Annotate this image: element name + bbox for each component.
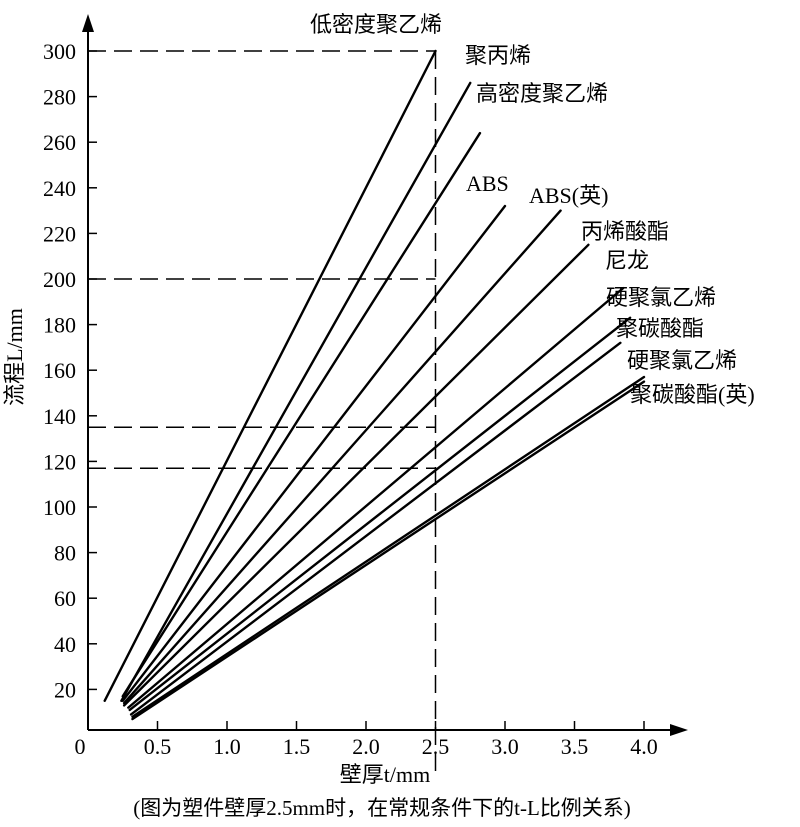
axes <box>82 14 688 736</box>
y-tick-label: 60 <box>54 586 76 611</box>
reference-lines <box>88 50 437 775</box>
series-label: 硬聚氯乙烯 <box>627 348 737 373</box>
y-tick-label: 280 <box>43 85 76 110</box>
x-tick-label: 3.5 <box>561 734 589 759</box>
y-tick-label: 120 <box>43 449 76 474</box>
series-line <box>121 204 507 702</box>
series-label: 低密度聚乙烯 <box>310 12 442 37</box>
x-axis-arrow <box>670 724 688 736</box>
series-label: 丙烯酸酯 <box>581 219 669 244</box>
x-tick-label: 1.0 <box>213 734 241 759</box>
x-tick-label: 0.5 <box>144 734 172 759</box>
y-tick-label: 220 <box>43 221 76 246</box>
y-tick-label: 80 <box>54 541 76 566</box>
series-line <box>128 316 632 712</box>
y-tick-label: 260 <box>43 130 76 155</box>
series-label: 尼龙 <box>605 248 649 273</box>
x-tick-label: 1.5 <box>283 734 311 759</box>
series-line <box>131 380 646 721</box>
caption: (图为塑件壁厚2.5mm时，在常规条件下的t-L比例关系) <box>133 796 631 820</box>
y-tick-label: 200 <box>43 267 76 292</box>
x-tick-label: 4.0 <box>630 734 658 759</box>
y-tick-label: 140 <box>43 404 76 429</box>
series-line <box>103 49 437 702</box>
y-tick-label: 40 <box>54 632 76 657</box>
y-tick-label: 160 <box>43 358 76 383</box>
y-tick-label: 180 <box>43 313 76 338</box>
series-line <box>120 81 472 702</box>
series-line <box>122 209 562 705</box>
x-tick-label: 3.0 <box>491 734 519 759</box>
y-tick-label: 20 <box>54 677 76 702</box>
series-line <box>121 131 482 698</box>
x-tick-label: 2.0 <box>352 734 380 759</box>
series-line <box>131 375 646 718</box>
x-tick-label: 2.5 <box>422 734 450 759</box>
series-line <box>122 243 590 707</box>
series-label: ABS <box>466 171 509 196</box>
ticks: 20 40 60 80 100 120 140 160 180 200 220 240 260 280 30… <box>43 39 658 759</box>
series-label: 硬聚氯乙烯 <box>606 285 716 310</box>
y-axis-title: 流程L/mm <box>2 308 27 406</box>
series-label: 聚丙烯 <box>465 43 531 68</box>
series-label: 高密度聚乙烯 <box>476 81 608 106</box>
x-origin-label: 0 <box>75 734 86 759</box>
y-axis-arrow <box>82 14 94 32</box>
y-tick-label: 300 <box>43 39 76 64</box>
y-tick-label: 240 <box>43 176 76 201</box>
y-tick-label: 100 <box>43 495 76 520</box>
series-label: 聚碳酸酯 <box>616 316 704 341</box>
series-line <box>129 341 622 716</box>
series-lines <box>103 49 646 721</box>
series-label: 聚碳酸酯(英) <box>630 382 755 407</box>
series-line <box>127 286 625 709</box>
x-axis-title: 壁厚t/mm <box>340 762 430 787</box>
series-label: ABS(英) <box>529 183 608 208</box>
